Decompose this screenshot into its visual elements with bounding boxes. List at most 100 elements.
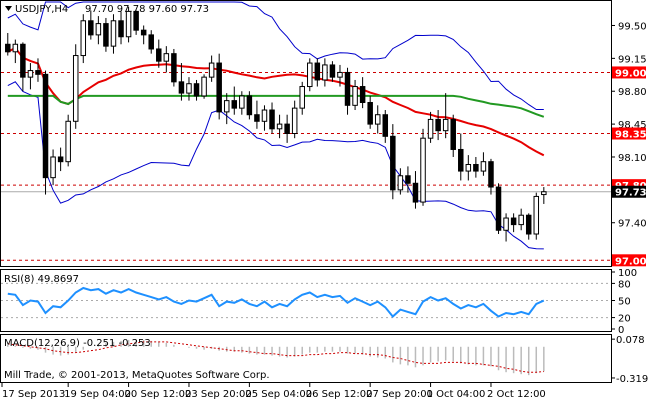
candle-bull bbox=[163, 53, 170, 62]
candle-bear bbox=[488, 161, 494, 188]
candles-layer bbox=[5, 6, 547, 242]
candle-bear bbox=[57, 156, 64, 163]
candle-bear bbox=[216, 62, 222, 113]
candle-bear bbox=[525, 214, 532, 235]
candle-bear bbox=[284, 123, 290, 134]
price-tag-label: 99.00 bbox=[615, 68, 647, 79]
candle-bull bbox=[65, 120, 71, 163]
candle-bear bbox=[367, 102, 373, 125]
candle-bull bbox=[291, 107, 298, 134]
price-tag-label: 97.73 bbox=[615, 188, 647, 199]
bollinger-bands bbox=[7, 1, 544, 250]
time-label: 26 Sep 12:00 bbox=[306, 389, 373, 400]
candle-bear bbox=[103, 23, 109, 47]
candle-bear bbox=[88, 20, 94, 36]
candle-bull bbox=[352, 86, 358, 106]
rsi-tick-label: 50 bbox=[618, 297, 631, 308]
candle-bull bbox=[337, 71, 343, 78]
candle-bear bbox=[390, 135, 396, 191]
ma-green-line bbox=[7, 94, 545, 118]
price-tick-label: 98.80 bbox=[618, 87, 647, 98]
candle-bear bbox=[231, 100, 238, 109]
candle-bear bbox=[42, 73, 49, 179]
candle-bull bbox=[533, 195, 540, 235]
rsi-title: RSI(8) 49.8697 bbox=[4, 274, 79, 285]
candle-bull bbox=[374, 114, 381, 125]
candle-bear bbox=[35, 70, 41, 75]
candle-bull bbox=[322, 64, 328, 81]
candle-bear bbox=[148, 34, 154, 50]
time-label: 27 Sep 20:00 bbox=[366, 389, 433, 400]
candle-bear bbox=[314, 62, 321, 81]
price-tick-label: 99.15 bbox=[618, 54, 647, 65]
dropdown-triangle-icon[interactable] bbox=[5, 6, 12, 11]
candle-bull bbox=[465, 163, 472, 172]
macd-tick-label: -0.319 bbox=[616, 374, 648, 385]
price-tag bbox=[612, 185, 646, 198]
price-tag bbox=[612, 254, 646, 267]
price-tick-label: 97.40 bbox=[618, 219, 647, 230]
candle-bear bbox=[254, 114, 260, 122]
time-label: 19 Sep 04:00 bbox=[64, 389, 131, 400]
candle-bull bbox=[50, 156, 56, 179]
candle-bear bbox=[246, 95, 253, 116]
candle-bull bbox=[503, 217, 509, 231]
candle-bear bbox=[435, 118, 441, 132]
candle-bull bbox=[208, 62, 215, 78]
candle-bull bbox=[110, 20, 117, 47]
candle-bull bbox=[307, 62, 313, 88]
candle-bear bbox=[405, 175, 411, 184]
candle-bear bbox=[118, 20, 124, 38]
candle-bull bbox=[239, 95, 245, 109]
candle-bear bbox=[495, 186, 502, 231]
copyright-text: Mill Trade, © 2001-2013, MetaQuotes Soft… bbox=[4, 370, 270, 381]
candle-bull bbox=[299, 86, 305, 109]
candle-bull bbox=[261, 109, 268, 122]
candle-bull bbox=[518, 214, 524, 226]
time-label: 23 Sep 20:00 bbox=[185, 389, 252, 400]
candle-bull bbox=[442, 118, 449, 132]
time-label: 20 Sep 12:00 bbox=[125, 389, 192, 400]
candle-bull bbox=[27, 70, 34, 78]
macd-panel-frame bbox=[0, 334, 612, 383]
candle-bear bbox=[344, 71, 351, 106]
candle-bear bbox=[20, 43, 26, 78]
candle-bull bbox=[201, 76, 207, 97]
candle-bull bbox=[186, 83, 192, 94]
candle-bull bbox=[397, 175, 404, 191]
candle-bear bbox=[450, 118, 456, 150]
price-panel-frame bbox=[0, 0, 612, 267]
candle-bear bbox=[382, 114, 389, 137]
candle-bull bbox=[72, 55, 79, 122]
candle-bull bbox=[427, 118, 434, 139]
lower-band bbox=[7, 81, 544, 250]
time-label: 2 Oct 12:00 bbox=[487, 389, 546, 400]
candle-bear bbox=[329, 64, 336, 78]
candle-bear bbox=[178, 81, 185, 94]
candle-bull bbox=[420, 137, 426, 203]
candle-bear bbox=[193, 83, 200, 97]
macd-panel: 0.078 -0.319 bbox=[7, 335, 648, 385]
price-tick-label: 98.10 bbox=[618, 153, 647, 164]
candle-bull bbox=[12, 43, 19, 53]
candle-bull bbox=[80, 20, 87, 57]
time-label: 1 Oct 04:00 bbox=[427, 389, 486, 400]
candle-bear bbox=[473, 163, 479, 172]
price-tick-label: 99.50 bbox=[618, 21, 647, 32]
price-tick-label: 98.45 bbox=[618, 120, 647, 131]
upper-band bbox=[7, 1, 544, 110]
candle-bear bbox=[5, 43, 11, 53]
candle-bear bbox=[412, 182, 419, 203]
time-label: 17 Sep 2013 bbox=[2, 389, 65, 400]
price-tag-label: 97.00 bbox=[615, 256, 647, 267]
candle-bull bbox=[223, 100, 230, 113]
rsi-line bbox=[7, 286, 545, 318]
horizontal-levels bbox=[1, 71, 611, 261]
macd-title: MACD(12,26,9) -0.251 -0.253 bbox=[4, 338, 151, 349]
candle-bear bbox=[140, 29, 147, 36]
candle-bear bbox=[359, 86, 366, 104]
